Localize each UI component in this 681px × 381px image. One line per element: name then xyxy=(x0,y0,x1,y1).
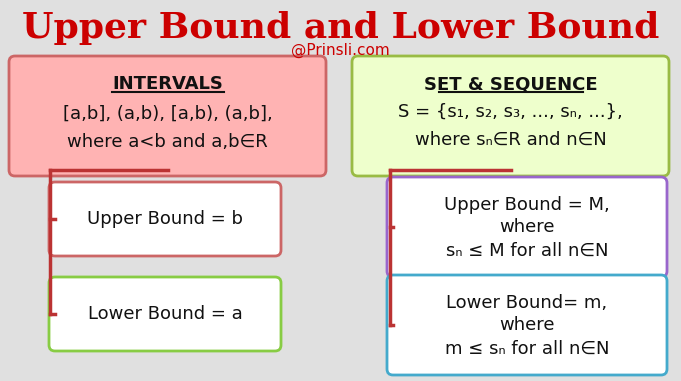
Text: where a<b and a,b∈R: where a<b and a,b∈R xyxy=(67,133,268,151)
Text: SET & SEQUENCE: SET & SEQUENCE xyxy=(424,75,597,93)
FancyBboxPatch shape xyxy=(387,275,667,375)
Text: Upper Bound = b: Upper Bound = b xyxy=(87,210,243,228)
FancyBboxPatch shape xyxy=(49,182,281,256)
Text: where sₙ∈R and n∈N: where sₙ∈R and n∈N xyxy=(415,131,606,149)
Text: Lower Bound = a: Lower Bound = a xyxy=(88,305,242,323)
Text: INTERVALS: INTERVALS xyxy=(112,75,223,93)
FancyBboxPatch shape xyxy=(9,56,326,176)
Text: S = {s₁, s₂, s₃, ..., sₙ, ...},: S = {s₁, s₂, s₃, ..., sₙ, ...}, xyxy=(398,103,623,121)
Text: Upper Bound = M,: Upper Bound = M, xyxy=(444,196,610,214)
Text: Lower Bound= m,: Lower Bound= m, xyxy=(447,294,607,312)
Text: sₙ ≤ M for all n∈N: sₙ ≤ M for all n∈N xyxy=(446,242,608,260)
Text: where: where xyxy=(499,218,555,236)
Text: m ≤ sₙ for all n∈N: m ≤ sₙ for all n∈N xyxy=(445,340,609,358)
FancyBboxPatch shape xyxy=(387,177,667,277)
Text: [a,b], (a,b), [a,b), (a,b],: [a,b], (a,b), [a,b), (a,b], xyxy=(63,105,272,123)
Text: where: where xyxy=(499,316,555,334)
FancyBboxPatch shape xyxy=(49,277,281,351)
Text: Upper Bound and Lower Bound: Upper Bound and Lower Bound xyxy=(22,11,659,45)
FancyBboxPatch shape xyxy=(352,56,669,176)
Text: @Prinsli.com: @Prinsli.com xyxy=(291,42,390,58)
